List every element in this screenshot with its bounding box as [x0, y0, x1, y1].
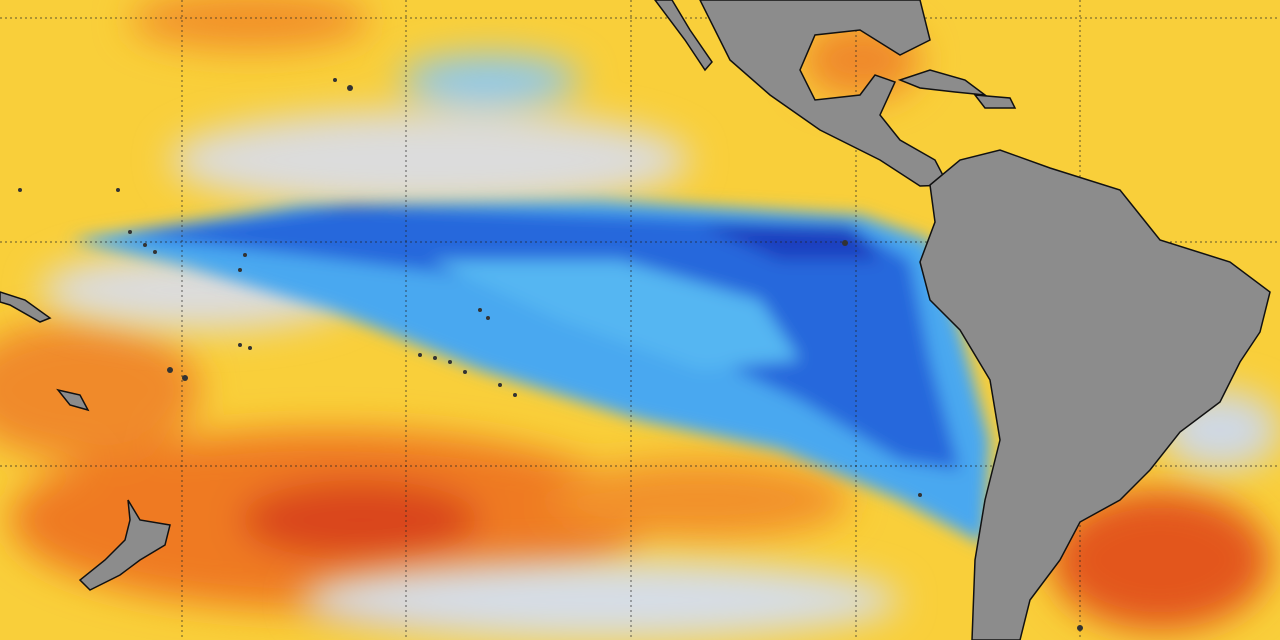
- cuba: [897, 69, 988, 97]
- island: [513, 393, 517, 397]
- north-central-america: [699, 0, 950, 187]
- baja-california: [654, 0, 713, 72]
- island: [238, 343, 242, 347]
- island: [143, 243, 147, 247]
- island: [238, 268, 242, 272]
- warm-patch: [240, 480, 480, 560]
- island: [248, 346, 252, 350]
- cool-patch: [400, 55, 580, 105]
- cold-anomaly: [430, 260, 800, 370]
- pacific-island: [56, 388, 90, 412]
- new-zealand: [78, 499, 171, 591]
- neutral-patch: [170, 110, 690, 210]
- island: [347, 85, 353, 91]
- island: [116, 188, 120, 192]
- island: [418, 353, 422, 357]
- warm-patch: [550, 460, 850, 540]
- island: [182, 375, 188, 381]
- island: [153, 250, 157, 254]
- south-america: [919, 149, 1271, 640]
- island: [18, 188, 22, 192]
- neutral-anomalies: [40, 55, 1280, 640]
- island: [478, 308, 482, 312]
- island: [463, 370, 467, 374]
- island: [433, 356, 437, 360]
- island: [486, 316, 490, 320]
- strong-cold-anomaly: [120, 205, 960, 470]
- island: [842, 240, 848, 246]
- cold-tongue: [70, 200, 990, 545]
- island: [1077, 625, 1083, 631]
- island: [498, 383, 502, 387]
- warm-patch: [1050, 490, 1270, 630]
- island: [333, 78, 337, 82]
- warm-patch: [0, 320, 200, 460]
- island: [918, 493, 922, 497]
- warm-patch: [130, 0, 370, 50]
- neutral-patch: [300, 560, 900, 640]
- island: [128, 230, 132, 234]
- hispaniola: [973, 94, 1017, 109]
- island: [243, 253, 247, 257]
- island: [167, 367, 173, 373]
- pacific-island: [0, 291, 52, 323]
- island-dots: [18, 78, 1083, 631]
- island: [448, 360, 452, 364]
